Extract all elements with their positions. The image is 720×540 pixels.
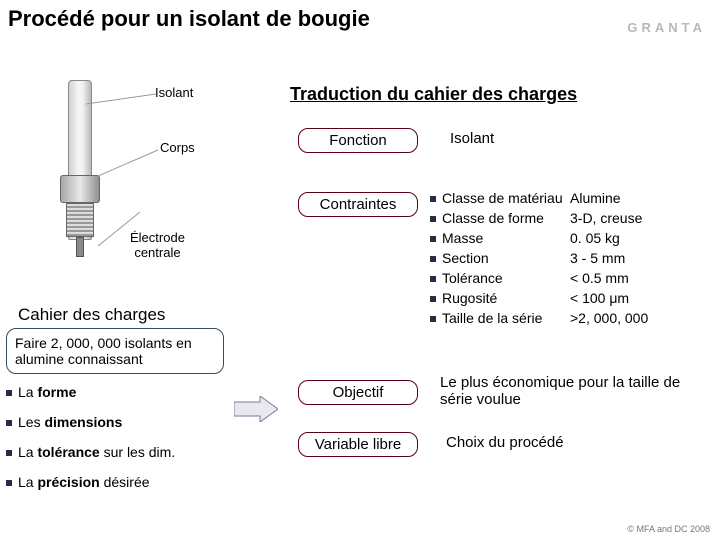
charges-heading: Cahier des charges: [18, 305, 165, 325]
diagram-label-corps: Corps: [160, 140, 195, 155]
diagram-label-electrode: Électrode centrale: [130, 230, 185, 260]
fonction-value: Isolant: [450, 130, 494, 147]
box-contraintes: Contraintes: [298, 192, 418, 217]
right-heading: Traduction du cahier des charges: [290, 84, 577, 105]
diagram-label-isolant: Isolant: [155, 85, 193, 100]
page-title: Procédé pour un isolant de bougie: [8, 6, 370, 32]
box-objectif: Objectif: [298, 380, 418, 405]
constraints-list: Classe de matériauAlumine Classe de form…: [430, 190, 710, 330]
box-fonction: Fonction: [298, 128, 418, 153]
charges-box: Faire 2, 000, 000 isolants en alumine co…: [6, 328, 224, 374]
variable-value: Choix du procédé: [446, 434, 564, 451]
charges-items: La forme Les dimensions La tolérance sur…: [6, 380, 175, 504]
spark-plug-diagram: [40, 80, 120, 290]
objectif-value: Le plus économique pour la taille de sér…: [440, 374, 700, 408]
brand-logo: GRANTA: [627, 20, 706, 35]
box-variable: Variable libre: [298, 432, 418, 457]
footer-copyright: © MFA and DC 2008: [627, 524, 710, 534]
arrow-icon: [234, 396, 278, 422]
